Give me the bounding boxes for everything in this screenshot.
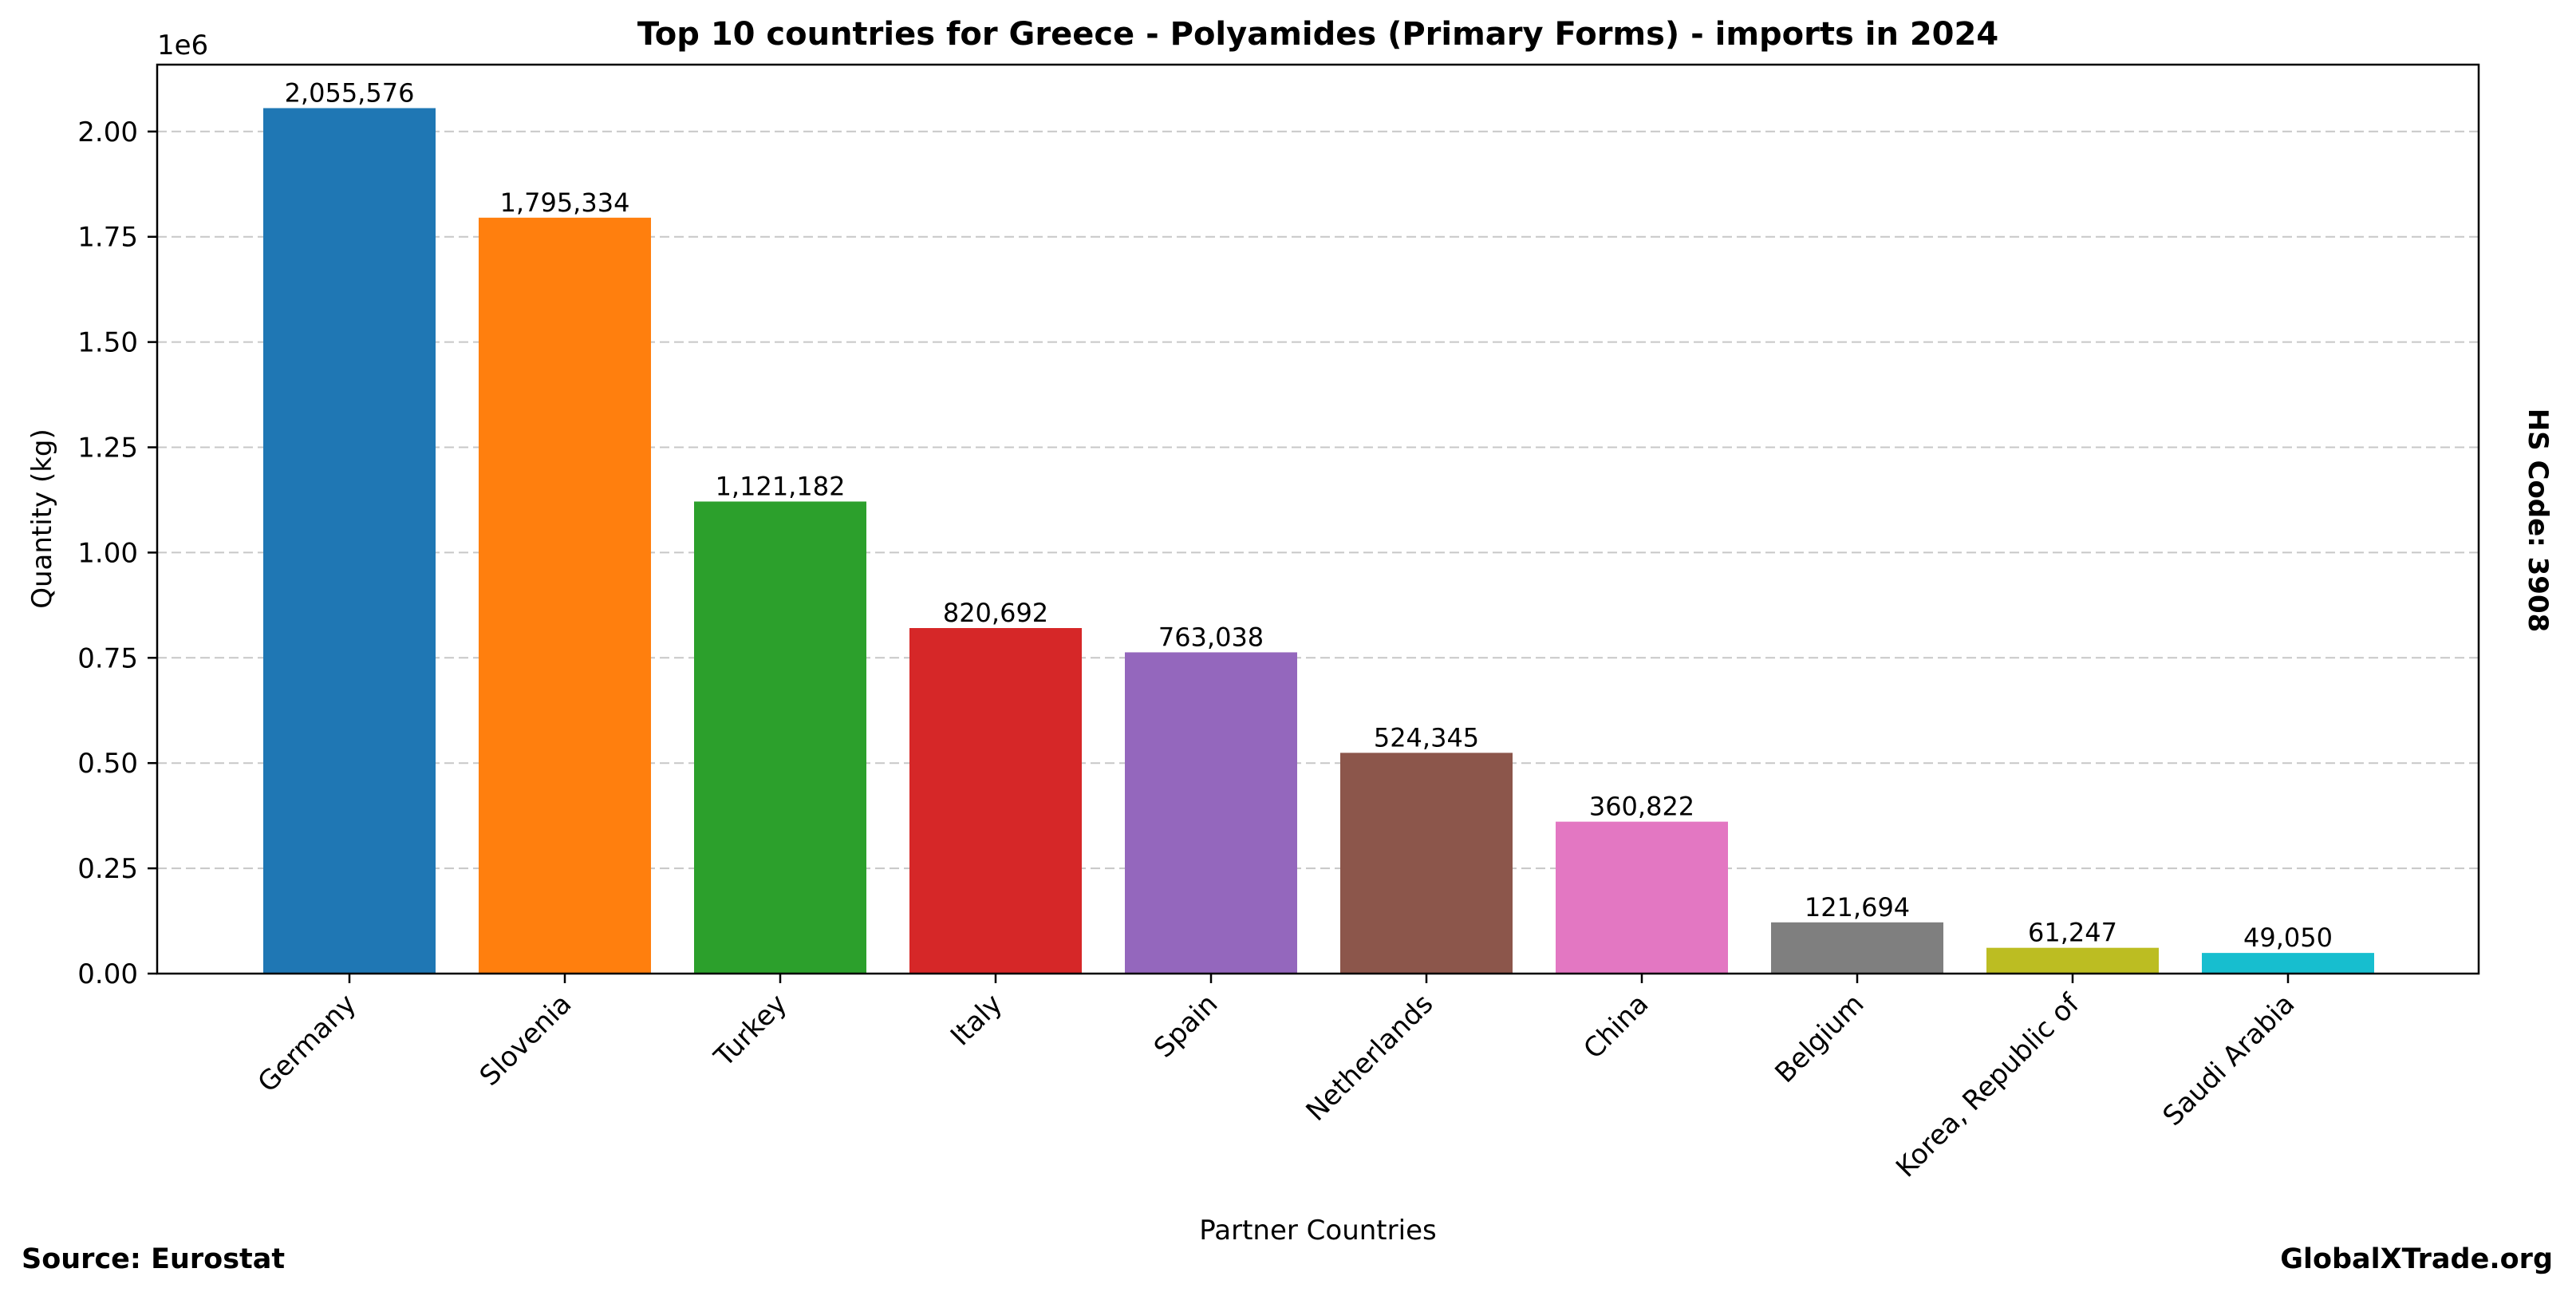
bar-value-label: 61,247	[2028, 918, 2117, 948]
x-tick-label: Spain	[1148, 988, 1224, 1064]
y-tick-label: 1.50	[77, 327, 138, 359]
bar	[2202, 953, 2374, 974]
x-tick-label: Italy	[945, 988, 1008, 1052]
bar	[694, 501, 866, 974]
y-tick-label: 0.25	[77, 853, 138, 885]
y-tick-label: 1.00	[77, 537, 138, 569]
bar-value-label: 121,694	[1805, 892, 1910, 923]
brand-label: GlobalXTrade.org	[2280, 1243, 2553, 1275]
bar-value-label: 1,121,182	[716, 471, 846, 501]
bar	[479, 217, 651, 974]
bar-value-label: 49,050	[2243, 923, 2333, 953]
bar	[1986, 947, 2159, 974]
bar-value-label: 1,795,334	[500, 188, 630, 218]
x-tick-label: Netherlands	[1300, 988, 1440, 1128]
bar	[909, 628, 1082, 974]
x-tick-label: Slovenia	[474, 988, 578, 1093]
hs-code-label: HS Code: 3908	[2522, 409, 2554, 633]
y-tick-label: 2.00	[77, 117, 138, 148]
y-axis-scale-label: 1e6	[157, 30, 208, 61]
bar-value-label: 820,692	[943, 598, 1048, 628]
bar	[1340, 753, 1513, 974]
x-tick-label: Korea, Republic of	[1890, 987, 2086, 1183]
x-tick-label: Germany	[252, 988, 363, 1099]
bar	[263, 108, 436, 974]
bar-value-label: 524,345	[1374, 722, 1479, 753]
bar	[1556, 821, 1728, 974]
bar-value-label: 360,822	[1589, 792, 1694, 822]
y-tick-label: 1.25	[77, 433, 138, 464]
source-label: Source: Eurostat	[22, 1243, 285, 1275]
x-tick-label: Saudi Arabia	[2157, 988, 2302, 1132]
x-tick-label: Belgium	[1769, 988, 1871, 1089]
chart-title: Top 10 countries for Greece - Polyamides…	[637, 16, 1998, 53]
y-axis: 0.00 0.25 0.50 0.75 1.00 1.25 1.50 1.75 2.00	[77, 117, 157, 990]
bar	[1125, 652, 1297, 974]
y-axis-label: Quantity (kg)	[26, 429, 58, 609]
x-axis: Germany Slovenia Turkey Italy Spain Netherlan…	[252, 974, 2302, 1183]
x-tick-label: China	[1577, 988, 1655, 1065]
x-axis-label: Partner Countries	[1199, 1215, 1436, 1247]
plot-area-frame	[156, 63, 2480, 975]
bar-value-label: 2,055,576	[285, 77, 415, 108]
value-labels: 2,055,576 1,795,334 1,121,182 820,692 763,03…	[285, 77, 2333, 953]
y-tick-label: 1.75	[77, 222, 138, 254]
bar-value-label: 763,038	[1158, 622, 1264, 652]
y-tick-label: 0.00	[77, 958, 138, 990]
x-tick-label: Turkey	[708, 988, 793, 1073]
bar	[1771, 922, 1943, 974]
bars	[263, 108, 2374, 974]
y-tick-label: 0.50	[77, 748, 138, 780]
y-tick-label: 0.75	[77, 642, 138, 674]
